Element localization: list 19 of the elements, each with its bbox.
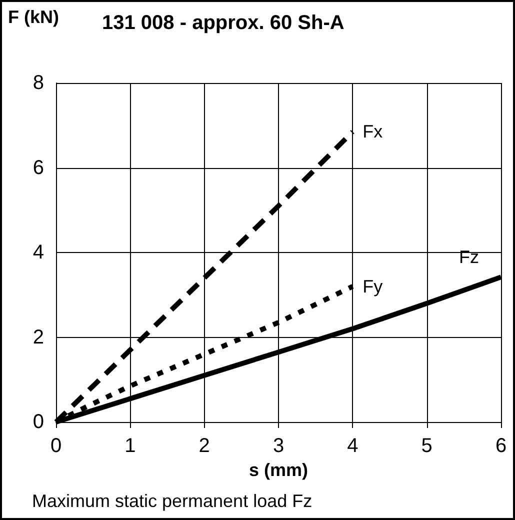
text: Maximum static permanent load Fz	[32, 491, 312, 511]
x-tick-label: 6	[495, 435, 507, 457]
x-tick-label: 2	[198, 435, 210, 457]
x-tick-label: 0	[50, 435, 62, 457]
chart-title: 131 008 - approx. 60 Sh-A	[102, 12, 344, 34]
series-label: Fy	[362, 276, 383, 296]
x-axis-title: s (mm)	[248, 460, 308, 480]
x-tick-label: 1	[124, 435, 136, 457]
y-tick-label: 4	[32, 242, 44, 264]
y-tick-label: 6	[32, 156, 44, 179]
y-tick-label: 8	[32, 72, 44, 94]
y-axis-title: F (kN)	[8, 7, 59, 27]
x-tick-label: 5	[421, 435, 432, 457]
x-tick-label: 4	[347, 435, 358, 457]
x-tick-label: 3	[272, 435, 284, 457]
series-label: Fx	[362, 122, 383, 142]
series-label: Fz	[459, 247, 479, 268]
y-tick-label: 2	[32, 326, 44, 348]
y-tick-label: 0	[32, 411, 44, 433]
